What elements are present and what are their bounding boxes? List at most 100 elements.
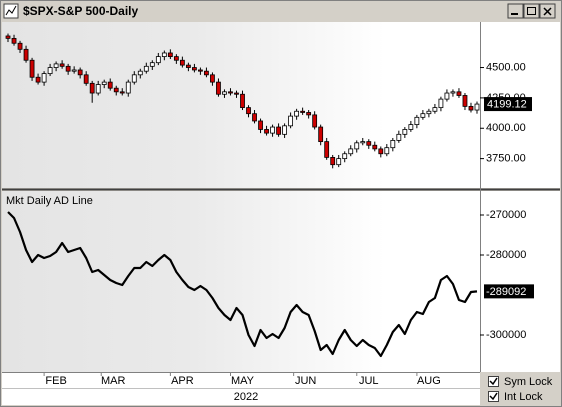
candle-body bbox=[282, 125, 287, 135]
candle-body bbox=[47, 67, 53, 75]
checkbox-label: Int Lock bbox=[504, 391, 543, 403]
pane-title: Mkt Daily AD Line bbox=[6, 195, 93, 207]
candle-body bbox=[378, 148, 384, 155]
candle-body bbox=[366, 141, 372, 146]
candle-body bbox=[348, 148, 354, 155]
candle-body bbox=[155, 56, 161, 64]
ad-axis bbox=[480, 191, 560, 372]
candle-body bbox=[330, 156, 336, 166]
candle-body bbox=[59, 63, 65, 67]
candle-body bbox=[204, 70, 209, 76]
candle-body bbox=[5, 35, 11, 39]
candle-body bbox=[125, 81, 131, 94]
candle-body bbox=[396, 133, 402, 141]
candle-body bbox=[300, 110, 306, 113]
candle-body bbox=[318, 126, 324, 143]
candle-body bbox=[89, 82, 95, 94]
candle-body bbox=[336, 158, 342, 166]
candle-body bbox=[252, 113, 257, 122]
candle-body bbox=[17, 42, 23, 50]
y-tick-label: 3750.00 bbox=[486, 153, 526, 165]
candle-body bbox=[77, 69, 83, 76]
x-axis-label: 2022 bbox=[234, 391, 258, 403]
candle-body bbox=[432, 107, 438, 112]
ad-pane bbox=[2, 191, 480, 372]
candle-body bbox=[408, 124, 414, 130]
candle-body bbox=[354, 142, 360, 150]
candle-body bbox=[312, 114, 318, 128]
x-tick-label: MAR bbox=[101, 375, 126, 387]
candle-body bbox=[173, 56, 179, 61]
checkbox[interactable] bbox=[488, 391, 499, 402]
candle-body bbox=[228, 91, 233, 94]
candle-body bbox=[23, 48, 29, 61]
candle-body bbox=[53, 63, 59, 68]
candle-body bbox=[342, 153, 348, 160]
candle-body bbox=[288, 115, 294, 127]
candle-body bbox=[462, 95, 468, 107]
candle-body bbox=[71, 69, 77, 72]
candle-body bbox=[474, 103, 480, 111]
candle-body bbox=[143, 65, 149, 72]
candle-body bbox=[198, 69, 203, 72]
candle-body bbox=[167, 52, 173, 58]
candle-body bbox=[414, 116, 420, 126]
candle-body bbox=[390, 139, 396, 149]
candle-body bbox=[438, 98, 444, 109]
candle-body bbox=[258, 120, 263, 130]
candle-body bbox=[306, 112, 312, 116]
window-buttons[interactable] bbox=[507, 3, 556, 19]
candle-body bbox=[179, 59, 185, 66]
candle-body bbox=[11, 37, 17, 44]
candle-body bbox=[264, 129, 269, 134]
candle-body bbox=[216, 81, 221, 95]
checkbox[interactable] bbox=[488, 376, 499, 387]
last-value-label: -289092 bbox=[486, 286, 526, 298]
candle-body bbox=[270, 126, 275, 134]
candle-body bbox=[402, 129, 408, 135]
candle-body bbox=[294, 110, 300, 117]
candle-body bbox=[450, 91, 456, 94]
y-tick-label: -270000 bbox=[486, 209, 526, 221]
x-tick-label: APR bbox=[171, 375, 194, 387]
x-tick-label: MAY bbox=[231, 375, 255, 387]
candle-body bbox=[192, 67, 197, 71]
candle-body bbox=[426, 110, 432, 115]
y-tick-label: -280000 bbox=[486, 249, 526, 261]
maximize-button[interactable] bbox=[523, 3, 540, 19]
candle-body bbox=[456, 91, 462, 96]
candle-body bbox=[119, 91, 125, 94]
x-tick-label: FEB bbox=[45, 375, 66, 387]
candle-body bbox=[240, 93, 245, 109]
candle-body bbox=[276, 126, 281, 135]
minimize-button[interactable] bbox=[507, 3, 524, 19]
candle-body bbox=[131, 74, 137, 83]
window-icon-glyph bbox=[5, 5, 17, 16]
candle-body bbox=[234, 92, 239, 95]
candle-body bbox=[222, 91, 227, 95]
candle-body bbox=[137, 70, 143, 76]
last-value-box bbox=[484, 97, 532, 112]
y-tick-label: -300000 bbox=[486, 329, 526, 341]
candle-body bbox=[420, 113, 426, 118]
candle-body bbox=[468, 105, 474, 111]
candle-body bbox=[149, 62, 155, 67]
ad-line bbox=[7, 211, 478, 358]
candle-body bbox=[65, 65, 71, 72]
candle-body bbox=[161, 52, 167, 58]
check-glyph bbox=[489, 392, 498, 401]
month-strip bbox=[2, 372, 480, 388]
candle-body bbox=[444, 92, 450, 100]
candle-body bbox=[107, 81, 113, 89]
close-glyph bbox=[543, 7, 552, 16]
candle-body bbox=[29, 59, 35, 78]
checkbox-label: Sym Lock bbox=[504, 376, 553, 388]
y-tick-label: 4000.00 bbox=[486, 122, 526, 134]
window-icon bbox=[3, 3, 19, 19]
x-tick-label: AUG bbox=[417, 375, 441, 387]
year-strip bbox=[2, 388, 480, 405]
candle-body bbox=[95, 84, 101, 94]
candle-body bbox=[41, 73, 47, 83]
window-title: $SPX-S&P 500-Daily bbox=[23, 4, 138, 18]
